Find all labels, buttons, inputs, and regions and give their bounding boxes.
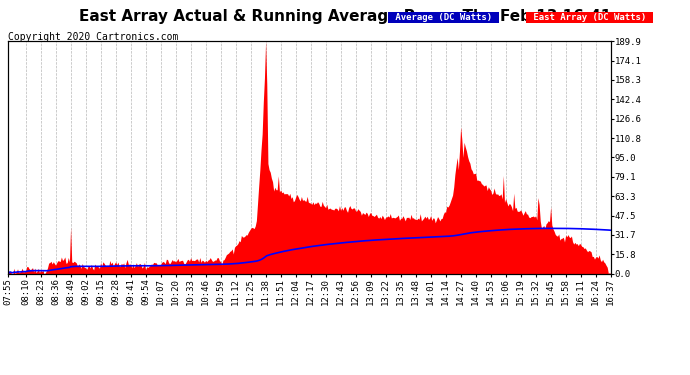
Text: Average (DC Watts): Average (DC Watts) [390,13,497,22]
Text: Copyright 2020 Cartronics.com: Copyright 2020 Cartronics.com [8,32,179,42]
Text: East Array (DC Watts): East Array (DC Watts) [528,13,651,22]
Text: East Array Actual & Running Average Power Thu Feb 13 16:41: East Array Actual & Running Average Powe… [79,9,611,24]
